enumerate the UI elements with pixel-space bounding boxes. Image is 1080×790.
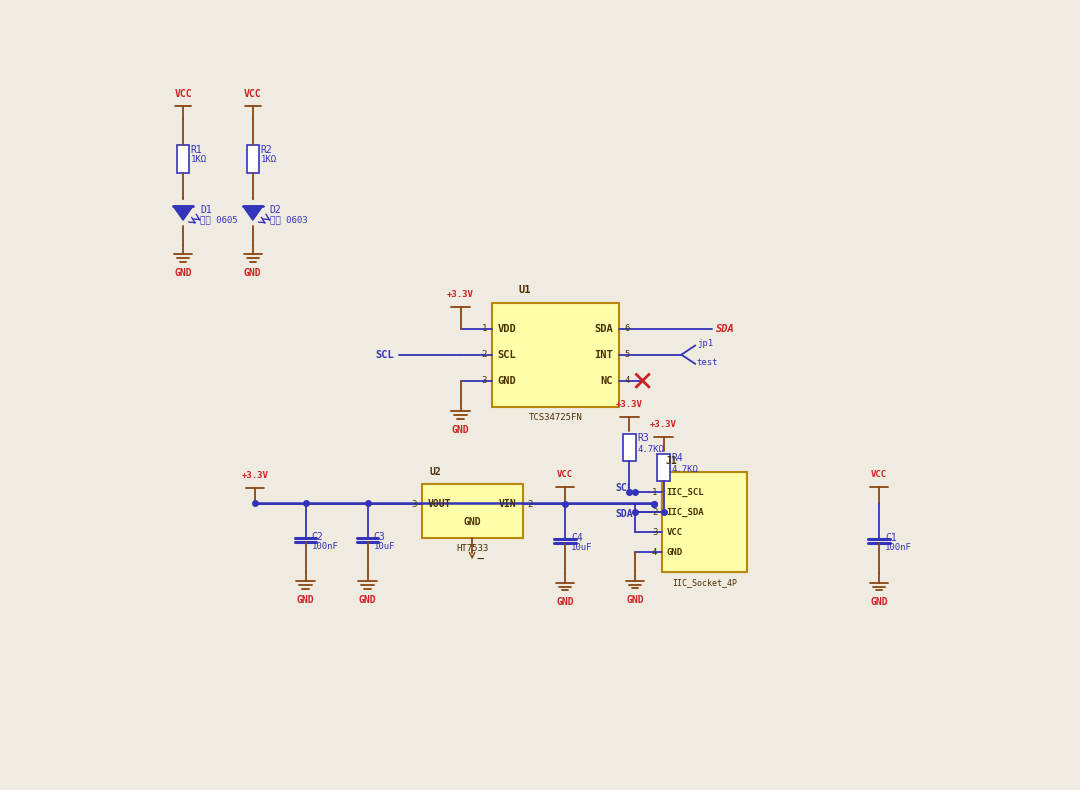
Text: VCC: VCC — [557, 471, 573, 480]
Text: INT: INT — [594, 350, 613, 359]
Text: R1: R1 — [191, 145, 203, 156]
Text: IIC_SDA: IIC_SDA — [666, 508, 704, 517]
Text: VCC: VCC — [174, 89, 192, 100]
Text: C4: C4 — [571, 533, 583, 543]
Text: R2: R2 — [260, 145, 272, 156]
Text: D1: D1 — [200, 205, 212, 216]
Bar — [422, 483, 523, 537]
Text: TCS34725FN: TCS34725FN — [528, 413, 582, 422]
Text: 4: 4 — [624, 376, 630, 386]
Text: VIN: VIN — [499, 499, 516, 509]
Text: HT7533: HT7533 — [456, 544, 488, 553]
Text: R3: R3 — [637, 433, 649, 443]
Text: U1: U1 — [518, 285, 531, 295]
Text: VCC: VCC — [244, 89, 261, 100]
Text: SDA: SDA — [615, 510, 633, 520]
Text: SCL: SCL — [376, 350, 394, 359]
Text: GND: GND — [244, 268, 261, 278]
Text: 2: 2 — [527, 499, 532, 509]
Text: 10uF: 10uF — [571, 543, 593, 551]
Text: 4.7KΩ: 4.7KΩ — [637, 445, 664, 453]
Text: U2: U2 — [430, 468, 442, 477]
Text: GND: GND — [297, 596, 314, 605]
Text: 4: 4 — [652, 547, 658, 557]
Text: J1: J1 — [666, 456, 677, 466]
Text: 3: 3 — [652, 528, 658, 536]
Text: test: test — [697, 358, 718, 367]
Text: −: − — [476, 553, 484, 566]
Text: 1KΩ: 1KΩ — [260, 155, 276, 164]
Text: 3: 3 — [482, 376, 487, 386]
Text: VCC: VCC — [870, 471, 887, 480]
Text: GND: GND — [626, 595, 644, 604]
Text: 3: 3 — [411, 499, 417, 509]
Text: +3.3V: +3.3V — [242, 471, 269, 480]
Text: GND: GND — [463, 517, 481, 528]
Text: SDA: SDA — [716, 324, 735, 333]
Text: D2: D2 — [270, 205, 282, 216]
Text: 2: 2 — [652, 508, 658, 517]
Text: VDD: VDD — [498, 324, 516, 333]
Text: +3.3V: +3.3V — [616, 400, 643, 409]
Text: 4.7KΩ: 4.7KΩ — [672, 465, 698, 473]
Bar — [246, 145, 259, 172]
Bar — [177, 145, 189, 172]
Text: +3.3V: +3.3V — [650, 420, 677, 429]
Bar — [658, 453, 670, 481]
Text: 100nF: 100nF — [312, 541, 338, 551]
Text: SDA: SDA — [594, 324, 613, 333]
Text: SCL: SCL — [498, 350, 516, 359]
Text: VOUT: VOUT — [428, 499, 451, 509]
Text: GND: GND — [174, 268, 192, 278]
Text: 100nF: 100nF — [886, 543, 913, 551]
Text: 1: 1 — [652, 487, 658, 497]
Text: 1KΩ: 1KΩ — [191, 155, 207, 164]
Text: 10uF: 10uF — [374, 541, 395, 551]
Text: GND: GND — [666, 547, 683, 557]
Text: GND: GND — [556, 596, 573, 607]
Text: 2: 2 — [482, 350, 487, 359]
Bar — [623, 434, 636, 461]
Text: +3.3V: +3.3V — [447, 291, 474, 299]
Text: C2: C2 — [312, 532, 323, 542]
Bar — [662, 472, 747, 572]
Text: 白灯 0605: 白灯 0605 — [200, 215, 238, 224]
Text: 白灯 0603: 白灯 0603 — [270, 215, 308, 224]
Text: C3: C3 — [374, 532, 386, 542]
Text: GND: GND — [498, 376, 516, 386]
Text: 5: 5 — [624, 350, 630, 359]
Bar — [491, 303, 619, 407]
Text: 1: 1 — [482, 324, 487, 333]
Text: C1: C1 — [886, 533, 897, 543]
Text: NC: NC — [600, 376, 613, 386]
Text: R4: R4 — [672, 453, 683, 463]
Text: 6: 6 — [624, 324, 630, 333]
Text: jp1: jp1 — [697, 340, 713, 348]
Text: SCL: SCL — [615, 483, 633, 493]
Text: VCC: VCC — [666, 528, 683, 536]
Text: IIC_SCL: IIC_SCL — [666, 487, 704, 497]
Polygon shape — [173, 206, 193, 220]
Text: IIC_Socket_4P: IIC_Socket_4P — [672, 578, 738, 587]
Polygon shape — [243, 206, 262, 220]
Text: GND: GND — [870, 596, 888, 607]
Text: GND: GND — [451, 425, 470, 435]
Text: GND: GND — [359, 596, 376, 605]
